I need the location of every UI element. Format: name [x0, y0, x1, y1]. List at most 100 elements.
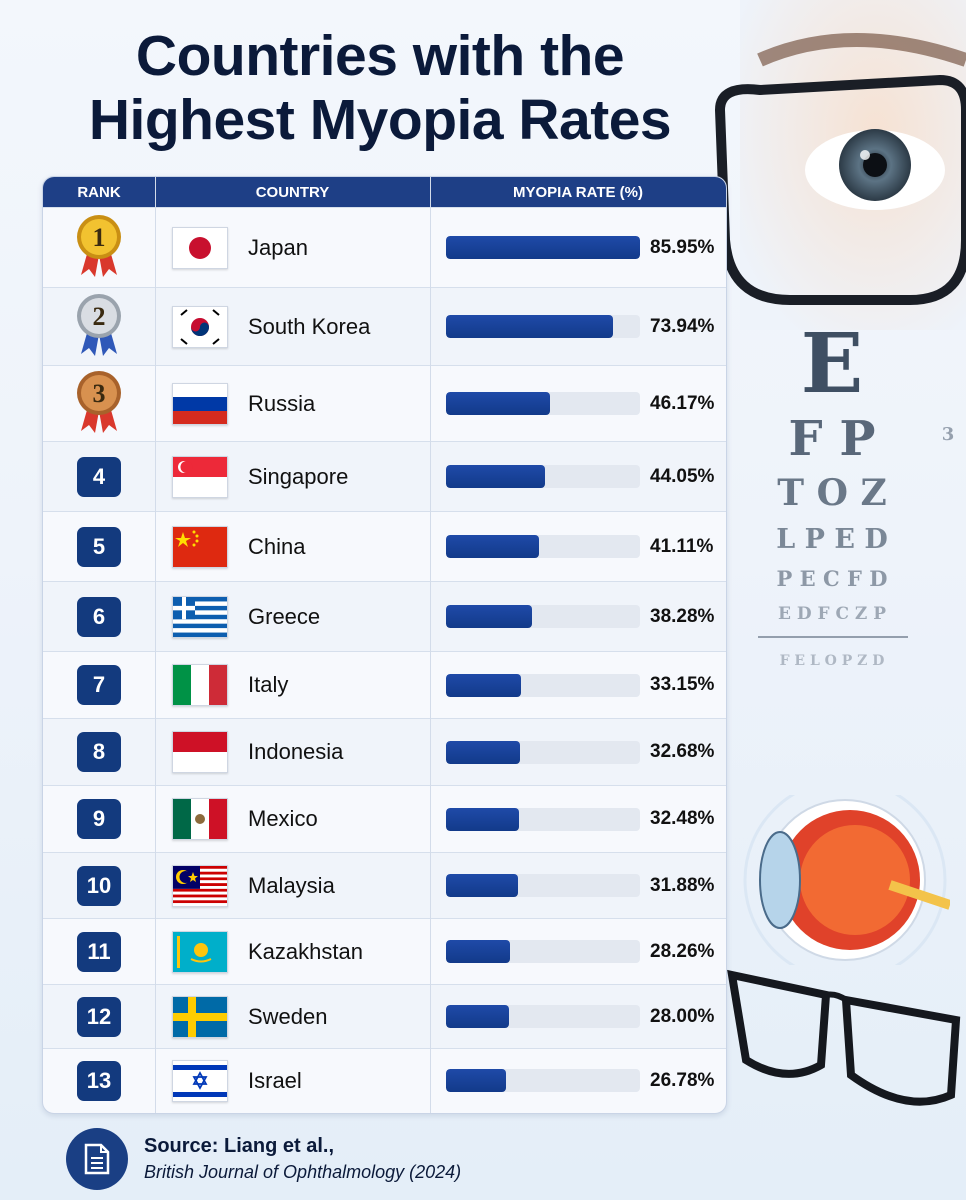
rank-cell: 2 — [43, 290, 155, 363]
rate-cell: 46.17% — [430, 392, 726, 415]
rank-number: 13 — [77, 1060, 121, 1101]
country-name: Mexico — [248, 806, 318, 831]
country-cell: China — [155, 525, 430, 568]
country-name: Russia — [248, 390, 316, 416]
rate-cell: 73.94% — [430, 315, 726, 338]
eye-chart-row3: T O Z — [777, 472, 887, 514]
rank-number: 12 — [77, 996, 121, 1037]
rate-label: 32.68% — [650, 741, 715, 762]
rank-number: 8 — [77, 732, 121, 772]
table-row: 4 Singapore 44.05% — [43, 441, 726, 511]
eye-chart-row4: L P E D — [776, 524, 887, 555]
bar — [446, 465, 546, 488]
glasses-decoration — [727, 969, 961, 1106]
rank-cell: 5 — [43, 526, 155, 567]
rate-cell: 38.28% — [430, 605, 726, 628]
rate-cell: 28.26% — [430, 940, 726, 963]
eye-chart-row1: E — [801, 320, 864, 412]
rate-cell: 85.95% — [430, 236, 726, 259]
eye-chart-row7: F E L O P Z D — [780, 653, 885, 669]
country-cell: Sweden — [155, 995, 430, 1038]
bar-track — [446, 465, 640, 488]
document-icon — [66, 1128, 128, 1190]
title-line-2: Highest Myopia Rates — [88, 88, 672, 152]
rate-cell: 41.11% — [430, 535, 726, 558]
country-name: Greece — [248, 603, 321, 629]
rate-label: 28.26% — [650, 940, 715, 962]
table-body: 1 Japan 85.95% 2 South Korea 73.94% 3 Russ… — [43, 207, 726, 1112]
rate-label: 44.05% — [650, 465, 715, 487]
rank-cell: 6 — [43, 596, 155, 637]
bar-track — [446, 740, 640, 764]
bar — [446, 1069, 507, 1092]
bronze-medal-icon: 3 — [71, 367, 127, 440]
table-row: 2 South Korea 73.94% — [43, 287, 726, 365]
rate-label: 38.28% — [650, 605, 715, 627]
bar — [446, 535, 539, 558]
rate-cell: 33.15% — [430, 673, 726, 697]
ranking-table: RANK COUNTRY MYOPIA RATE (%) 1 Japan 85.9… — [42, 176, 727, 1114]
country-cell: Japan — [155, 226, 430, 269]
rate-label: 46.17% — [650, 392, 715, 414]
country-name: Indonesia — [248, 739, 344, 764]
rate-cell: 32.48% — [430, 807, 726, 831]
country-name: Malaysia — [248, 872, 335, 898]
page-title: Countries with the Highest Myopia Rates — [40, 24, 720, 152]
bar-track — [446, 535, 640, 558]
rank-cell: 9 — [43, 799, 155, 839]
malaysia-flag-icon — [172, 864, 228, 907]
bar-track — [446, 315, 640, 338]
rank-cell: 1 — [43, 211, 155, 284]
rank-cell: 7 — [43, 665, 155, 705]
bar — [446, 807, 520, 831]
country-cell: Greece — [155, 595, 430, 638]
bar-track — [446, 1069, 640, 1092]
rank-number: 7 — [77, 665, 121, 705]
rate-column-header: MYOPIA RATE (%) — [513, 183, 643, 201]
title-line-1: Countries with the — [135, 24, 625, 88]
svg-text:1: 1 — [93, 223, 106, 252]
rate-label: 85.95% — [650, 236, 715, 258]
country-cell: Russia — [155, 382, 430, 425]
south-korea-flag-icon — [172, 305, 228, 348]
country-cell: Mexico — [155, 798, 430, 840]
bar-track — [446, 874, 640, 897]
table-row: 13 Israel 26.78% — [43, 1048, 726, 1112]
eye-chart-row5: P E C F D — [777, 566, 888, 591]
table-header: RANK COUNTRY MYOPIA RATE (%) — [43, 177, 726, 207]
rate-cell: 31.88% — [430, 874, 726, 897]
rank-number: 5 — [77, 526, 121, 567]
country-name: China — [248, 533, 306, 559]
source-authors: Source: Liang et al., — [144, 1135, 335, 1157]
table-row: 12 Sweden 28.00% — [43, 984, 726, 1048]
bar — [446, 1005, 510, 1028]
country-cell: Kazakhstan — [155, 930, 430, 973]
column-divider — [430, 177, 431, 1113]
rate-cell: 44.05% — [430, 465, 726, 488]
israel-flag-icon — [172, 1059, 228, 1102]
country-name: Singapore — [248, 463, 349, 489]
table-row: 6 Greece 38.28% — [43, 581, 726, 651]
mexico-flag-icon — [172, 798, 228, 840]
snellen-chart-decoration: E F P T O Z L P E D P E C F D E D F C Z … — [758, 320, 954, 669]
silver-medal-icon: 2 — [71, 290, 127, 363]
china-flag-icon — [172, 525, 228, 568]
bar — [446, 605, 533, 628]
italy-flag-icon — [172, 664, 228, 706]
column-divider — [155, 177, 156, 1113]
japan-flag-icon — [172, 226, 228, 269]
table-row: 5 China 41.11% — [43, 511, 726, 581]
source-journal: British Journal of Ophthalmology (2024) — [144, 1162, 462, 1182]
rate-cell: 28.00% — [430, 1005, 726, 1028]
rate-label: 26.78% — [650, 1069, 715, 1091]
rate-label: 28.00% — [650, 1005, 715, 1027]
singapore-flag-icon — [172, 455, 228, 498]
bar — [446, 236, 640, 259]
rank-cell: 13 — [43, 1060, 155, 1101]
bar — [446, 874, 518, 897]
table-row: 10 Malaysia 31.88% — [43, 852, 726, 918]
table-row: 11 Kazakhstan 28.26% — [43, 918, 726, 984]
indonesia-flag-icon — [172, 731, 228, 773]
sweden-flag-icon — [172, 995, 228, 1038]
country-cell: Singapore — [155, 455, 430, 498]
